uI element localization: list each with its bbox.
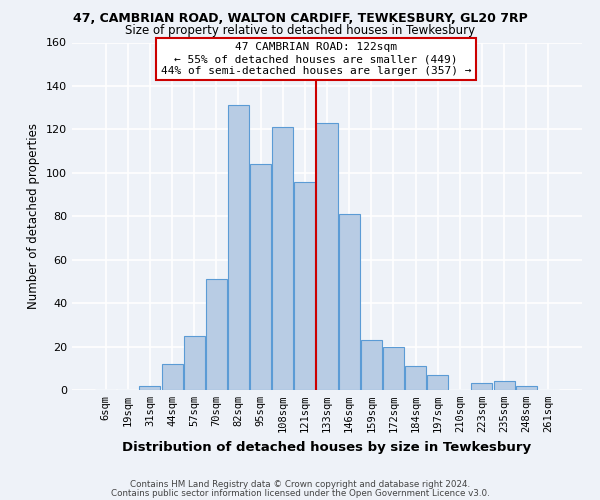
Bar	[295, 182, 316, 390]
Text: Contains HM Land Registry data © Crown copyright and database right 2024.: Contains HM Land Registry data © Crown c…	[130, 480, 470, 489]
Bar	[250, 164, 271, 390]
Bar	[427, 375, 448, 390]
Bar	[161, 364, 182, 390]
Text: 47 CAMBRIAN ROAD: 122sqm
← 55% of detached houses are smaller (449)
44% of semi-: 47 CAMBRIAN ROAD: 122sqm ← 55% of detach…	[161, 42, 471, 76]
Text: Size of property relative to detached houses in Tewkesbury: Size of property relative to detached ho…	[125, 24, 475, 37]
X-axis label: Distribution of detached houses by size in Tewkesbury: Distribution of detached houses by size …	[122, 440, 532, 454]
Text: Contains public sector information licensed under the Open Government Licence v3: Contains public sector information licen…	[110, 489, 490, 498]
Bar	[361, 340, 382, 390]
Bar	[206, 279, 227, 390]
Bar	[405, 366, 426, 390]
Bar	[184, 336, 205, 390]
Bar	[139, 386, 160, 390]
Bar	[338, 214, 359, 390]
Bar	[515, 386, 536, 390]
Bar	[494, 382, 515, 390]
Bar	[383, 346, 404, 390]
Bar	[272, 127, 293, 390]
Text: 47, CAMBRIAN ROAD, WALTON CARDIFF, TEWKESBURY, GL20 7RP: 47, CAMBRIAN ROAD, WALTON CARDIFF, TEWKE…	[73, 12, 527, 26]
Bar	[228, 106, 249, 390]
Bar	[472, 384, 493, 390]
Bar	[316, 123, 338, 390]
Y-axis label: Number of detached properties: Number of detached properties	[28, 123, 40, 309]
